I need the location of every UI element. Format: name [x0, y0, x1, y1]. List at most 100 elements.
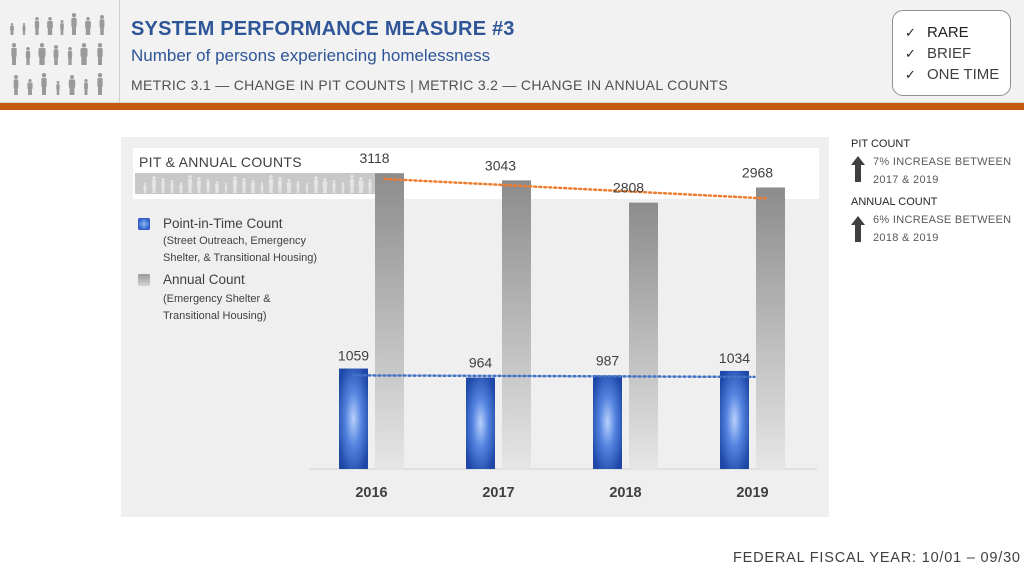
person-icon [22, 23, 26, 35]
pit-note-text: 7% INCREASE BETWEEN 2017 & 2019 [873, 153, 1011, 189]
people-group-icon [10, 13, 105, 95]
data-label-annual-2017: 3043 [485, 157, 516, 173]
chart-title: PIT & ANNUAL COUNTS [139, 154, 302, 170]
person-icon [80, 43, 88, 65]
category-label-2017: 2017 [482, 485, 514, 501]
bar-pit-2019 [720, 370, 749, 469]
person-icon [268, 175, 274, 193]
person-icon [179, 182, 183, 193]
accent-bar [0, 103, 1024, 110]
header-divider [119, 0, 120, 103]
category-label-2019: 2019 [736, 485, 768, 501]
legend-swatch-pit [138, 218, 150, 230]
person-icon [224, 183, 228, 193]
goals-checklist: ✓ RARE ✓ BRIEF ✓ ONE TIME [892, 10, 1011, 96]
header-band: SYSTEM PERFORMANCE MEASURE #3 Number of … [0, 0, 1024, 103]
up-arrow-icon [851, 216, 865, 242]
person-icon [97, 43, 103, 65]
checklist-item-rare: ✓ RARE [905, 22, 1010, 43]
note-line: 2018 & 2019 [873, 232, 939, 244]
annual-note-heading: ANNUAL COUNT [851, 196, 938, 208]
data-label-pit-2018: 987 [596, 352, 620, 368]
data-label-pit-2017: 964 [469, 355, 493, 371]
checklist-label: BRIEF [927, 45, 972, 62]
checklist-label: RARE [927, 24, 969, 41]
person-icon [11, 43, 17, 65]
person-icon [278, 177, 282, 193]
pit-note-heading: PIT COUNT [851, 138, 911, 150]
person-icon [27, 79, 33, 95]
chart-header: PIT & ANNUAL COUNTS [133, 148, 819, 199]
person-icon [13, 75, 19, 95]
person-icon [187, 175, 193, 193]
person-icon [38, 43, 46, 65]
metric-line: METRIC 3.1 — CHANGE IN PIT COUNTS | METR… [131, 77, 728, 93]
person-icon [84, 79, 88, 95]
person-icon [341, 182, 345, 193]
person-icon [332, 180, 336, 193]
person-icon [56, 81, 60, 95]
person-icon [322, 178, 328, 193]
person-icon [368, 179, 372, 193]
bar-chart: 1059 3118 2016 964 3043 2017 987 2808 2018 1034 29… [309, 150, 817, 501]
person-icon [67, 47, 73, 65]
person-icon [161, 178, 165, 193]
data-label-annual-2018: 2808 [613, 180, 644, 196]
person-icon [99, 15, 105, 35]
person-icon [85, 17, 91, 35]
person-icon [41, 73, 47, 95]
person-icon [68, 75, 76, 95]
checklist-item-brief: ✓ BRIEF [905, 43, 1010, 64]
legend-swatch-annual [138, 274, 150, 286]
person-icon [97, 73, 103, 95]
chart-panel: PIT & ANNUAL COUNTS Point-in-Time Count … [121, 137, 829, 517]
person-icon [25, 47, 31, 65]
person-icon [34, 17, 40, 35]
bar-annual-2017 [502, 180, 531, 469]
bar-annual-2018 [629, 202, 658, 469]
person-icon [349, 175, 355, 193]
legend-sub-pit: (Street Outreach, Emergency Shelter, & T… [163, 233, 353, 266]
person-icon [242, 178, 246, 193]
checkmark-icon: ✓ [905, 45, 916, 61]
person-icon [10, 23, 14, 35]
person-icon [260, 182, 264, 193]
person-icon [313, 176, 319, 193]
data-label-pit-2019: 1034 [719, 350, 750, 366]
data-label-pit-2016: 1059 [338, 348, 369, 364]
note-line: 6% INCREASE BETWEEN [873, 214, 1012, 226]
checkmark-icon: ✓ [905, 24, 916, 40]
bar-pit-2016 [339, 368, 368, 469]
legend-label-annual: Annual Count [163, 272, 245, 287]
person-icon [206, 179, 210, 193]
people-strip-icon [135, 173, 393, 194]
checkmark-icon: ✓ [905, 66, 916, 82]
person-icon [286, 179, 292, 193]
person-icon [151, 176, 157, 193]
bar-pit-2017 [466, 377, 495, 469]
person-icon [358, 177, 364, 193]
legend-sub-line: Transitional Housing) [163, 309, 267, 322]
legend-sub-line: (Street Outreach, Emergency [163, 235, 307, 247]
person-icon [47, 17, 53, 35]
category-label-2018: 2018 [609, 485, 641, 501]
category-label-2016: 2016 [355, 485, 387, 501]
legend-label-pit: Point-in-Time Count [163, 216, 283, 231]
note-line: 2017 & 2019 [873, 174, 939, 186]
fiscal-year-footer: FEDERAL FISCAL YEAR: 10/01 – 09/30 [733, 550, 1021, 566]
bar-pit-2018 [593, 375, 622, 469]
note-line: 7% INCREASE BETWEEN [873, 156, 1012, 168]
person-icon [250, 180, 256, 193]
up-arrow-icon [851, 156, 865, 182]
data-label-annual-2019: 2968 [742, 164, 773, 180]
legend-sub-annual: (Emergency Shelter & Transitional Housin… [163, 291, 313, 324]
person-icon [232, 176, 238, 193]
page-title: SYSTEM PERFORMANCE MEASURE #3 [131, 18, 515, 40]
person-icon [215, 181, 219, 193]
person-icon [197, 177, 201, 193]
data-label-annual-2016: 3118 [359, 150, 389, 166]
person-icon [53, 45, 59, 65]
person-icon [60, 20, 64, 35]
annual-note-text: 6% INCREASE BETWEEN 2018 & 2019 [873, 211, 1011, 247]
page-subtitle: Number of persons experiencing homelessn… [131, 46, 491, 65]
